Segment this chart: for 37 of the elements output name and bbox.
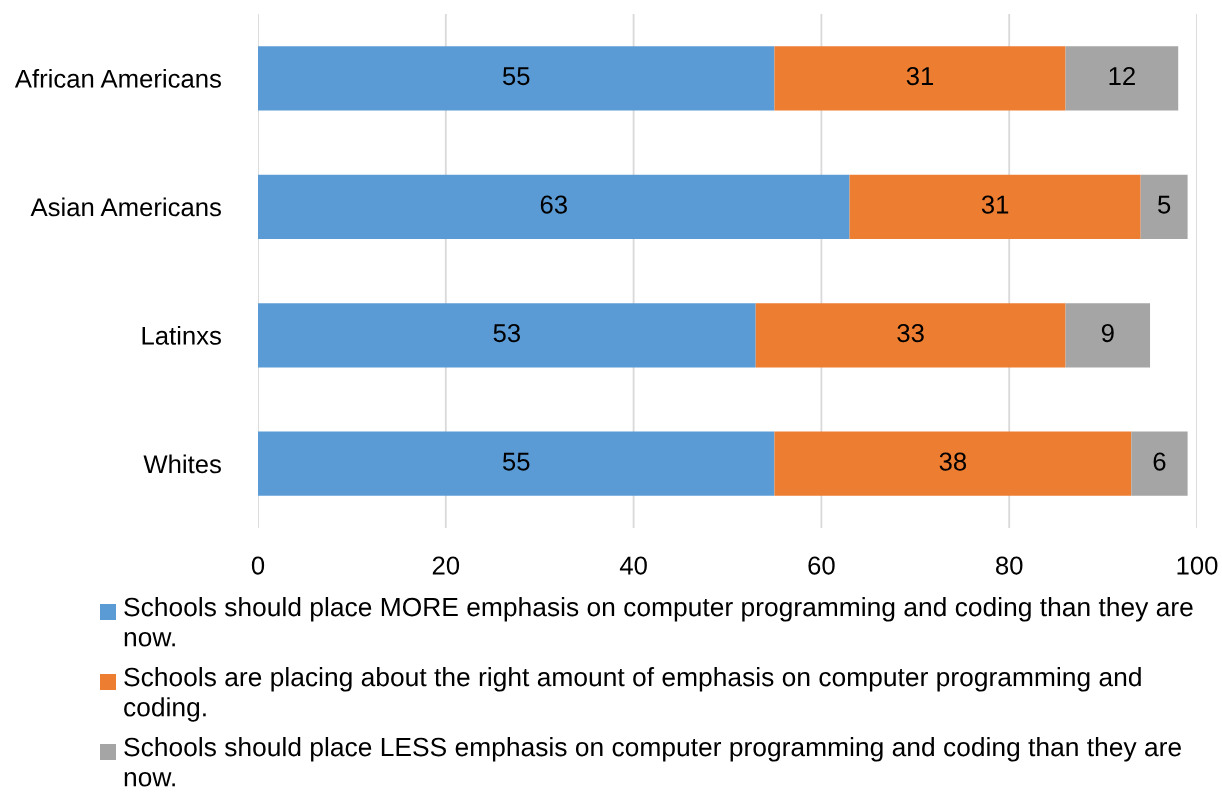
bar: [258, 46, 775, 111]
x-tick-label: 20: [432, 556, 460, 575]
data-label: 63: [540, 195, 567, 214]
data-label: 38: [939, 452, 967, 471]
bar: [1065, 303, 1151, 368]
x-tick-label: 40: [619, 556, 647, 575]
y-tick-label: Asian Americans: [30, 197, 221, 217]
legend-label: Schools should place MORE emphasis on computer programming and coding than they are now.: [124, 597, 1193, 647]
bar: [1065, 46, 1179, 111]
data-label: 53: [493, 323, 520, 343]
data-label: 55: [502, 67, 530, 86]
data-label: 9: [1101, 323, 1114, 343]
bar: [258, 303, 756, 368]
x-tick-label: 80: [996, 556, 1023, 575]
bar: [774, 431, 1132, 496]
bar: [258, 174, 850, 239]
bar: [1131, 431, 1188, 496]
data-label: 55: [502, 452, 530, 471]
legend-label: Schools are placing about the right amount of emphasis on computer programming and coding.: [124, 667, 1141, 722]
x-tick-label: 100: [1177, 556, 1218, 575]
data-label: 31: [981, 195, 1009, 214]
bar: [774, 46, 1066, 111]
x-tick-label: 60: [808, 556, 835, 575]
bar: [755, 303, 1066, 368]
y-tick-label: African Americans: [14, 68, 221, 88]
y-tick-label: Latinxs: [142, 325, 221, 345]
legend-label: Schools should place LESS emphasis on computer programming and coding than they are now.: [124, 737, 1181, 787]
data-label: 5: [1158, 195, 1171, 214]
bar: [258, 431, 775, 496]
data-label: 6: [1153, 452, 1166, 471]
data-label: 31: [906, 66, 934, 86]
y-tick-label: Whites: [143, 454, 221, 474]
bar: [1140, 174, 1188, 239]
data-label: 12: [1109, 66, 1135, 85]
x-tick-label: 0: [251, 556, 265, 575]
bar: [849, 174, 1141, 239]
data-label: 33: [897, 323, 924, 343]
